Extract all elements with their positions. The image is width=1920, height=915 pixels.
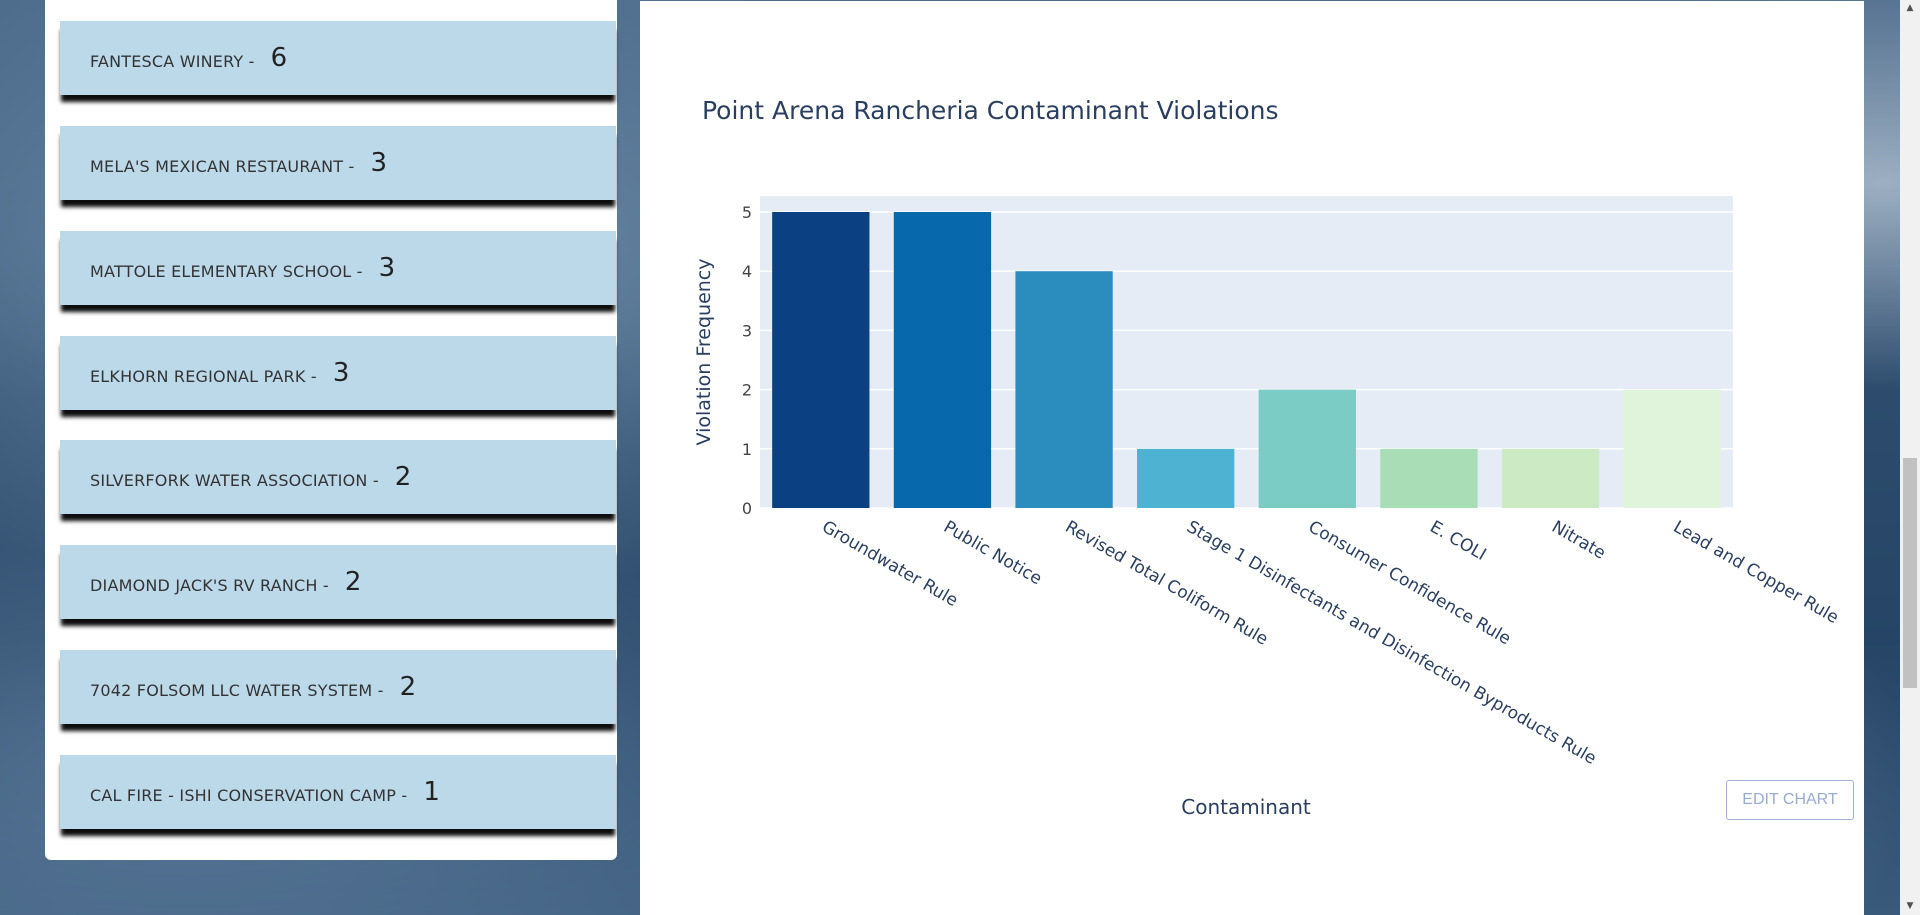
list-item[interactable]: DIAMOND JACK'S RV RANCH - 2 [60,545,616,619]
x-tick-label: Public Notice [940,517,1045,589]
chevron-up-icon[interactable]: ▲ [1906,3,1914,13]
list-item[interactable]: MELA'S MEXICAN RESTAURANT - 3 [60,126,616,200]
list-item[interactable]: SILVERFORK WATER ASSOCIATION - 2 [60,440,616,514]
x-axis-label: Contaminant [1181,795,1311,819]
list-item-name: 7042 FOLSOM LLC WATER SYSTEM - [90,680,384,700]
list-item[interactable]: CAL FIRE - ISHI CONSERVATION CAMP - 1 [60,755,616,829]
list-item-name: SILVERFORK WATER ASSOCIATION - [90,470,379,490]
x-tick-label: Groundwater Rule [818,517,961,611]
scrollbar-thumb[interactable] [1903,458,1917,688]
y-tick-label: 3 [742,321,752,340]
scrollbar[interactable]: ▲ ▼ [1900,0,1920,915]
bar [772,212,870,508]
x-tick-label: Lead and Copper Rule [1670,517,1842,628]
bar [1501,448,1600,508]
y-tick-label: 2 [742,381,752,400]
list-item-count: 3 [370,148,388,178]
list-item-name: FANTESCA WINERY - [90,51,255,71]
list-item[interactable]: MATTOLE ELEMENTARY SCHOOL - 3 [60,231,616,305]
list-item[interactable]: 7042 FOLSOM LLC WATER SYSTEM - 2 [60,650,616,724]
list-item-count: 3 [332,358,350,388]
list-item-count: 2 [344,567,362,597]
list-item[interactable]: ELKHORN REGIONAL PARK - 3 [60,336,616,410]
list-item-name: DIAMOND JACK'S RV RANCH - [90,575,329,595]
x-tick-label: Nitrate [1548,517,1609,564]
list-item-name: CAL FIRE - ISHI CONSERVATION CAMP - [90,785,408,805]
x-tick-label: Consumer Confidence Rule [1305,517,1514,649]
x-tick-label: Stage 1 Disinfectants and Disinfection B… [1183,517,1599,769]
y-tick-label: 1 [742,440,752,459]
chevron-down-icon[interactable]: ▼ [1906,901,1914,911]
bar [1015,271,1113,508]
x-tick-label: Revised Total Coliform Rule [1062,517,1272,650]
bar [1137,448,1235,508]
y-tick-label: 5 [742,203,752,222]
list-item-name: MATTOLE ELEMENTARY SCHOOL - [90,261,363,281]
x-tick-label: E. COLI [1426,517,1489,565]
edit-chart-button[interactable]: EDIT CHART [1726,780,1854,820]
list-item-name: ELKHORN REGIONAL PARK - [90,366,317,386]
bar [1258,389,1356,508]
list-item[interactable]: FANTESCA WINERY - 6 [60,21,616,95]
bar [1623,389,1721,508]
list-item-count: 1 [423,777,440,807]
y-tick-label: 4 [742,262,752,281]
list-item-count: 2 [399,672,417,702]
list-item-name: MELA'S MEXICAN RESTAURANT - [90,156,355,176]
chart-title: Point Arena Rancheria Contaminant Violat… [702,96,1279,125]
y-tick-label: 0 [742,499,752,518]
y-axis-label: Violation Frequency [693,259,715,446]
list-item-count: 6 [270,43,288,73]
list-item-count: 3 [378,253,396,283]
bar [1380,448,1478,508]
bar [893,212,992,508]
list-item-count: 2 [394,462,412,492]
